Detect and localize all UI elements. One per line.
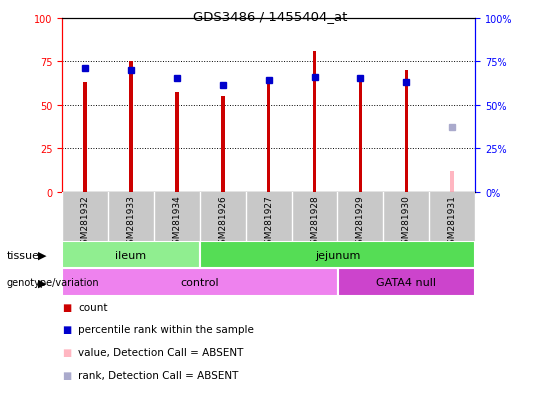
FancyBboxPatch shape — [200, 242, 475, 268]
Text: ■: ■ — [62, 370, 71, 380]
Text: ▶: ▶ — [38, 250, 46, 260]
Text: GDS3486 / 1455404_at: GDS3486 / 1455404_at — [193, 10, 347, 23]
Text: control: control — [180, 278, 219, 287]
FancyBboxPatch shape — [62, 242, 200, 268]
Text: ileum: ileum — [116, 250, 146, 260]
Text: tissue: tissue — [6, 250, 39, 260]
Bar — [129, 62, 133, 192]
Text: GSM281930: GSM281930 — [402, 195, 411, 249]
Text: percentile rank within the sample: percentile rank within the sample — [78, 325, 254, 335]
Text: ■: ■ — [62, 325, 71, 335]
Bar — [83, 83, 87, 192]
Bar — [175, 93, 179, 192]
Text: GATA4 null: GATA4 null — [376, 278, 436, 287]
Text: ■: ■ — [62, 302, 71, 312]
Text: genotype/variation: genotype/variation — [6, 278, 99, 287]
Bar — [404, 71, 408, 192]
Text: GSM281931: GSM281931 — [448, 195, 457, 249]
FancyBboxPatch shape — [62, 268, 338, 297]
FancyBboxPatch shape — [338, 268, 475, 297]
Text: GSM281932: GSM281932 — [80, 195, 90, 249]
Text: GSM281934: GSM281934 — [172, 195, 181, 249]
Text: GSM281933: GSM281933 — [126, 195, 136, 249]
Text: ■: ■ — [62, 347, 71, 357]
Text: count: count — [78, 302, 108, 312]
Text: ▶: ▶ — [38, 278, 46, 287]
Text: jejunum: jejunum — [315, 250, 360, 260]
Text: GSM281926: GSM281926 — [218, 195, 227, 249]
Text: GSM281929: GSM281929 — [356, 195, 365, 249]
Text: value, Detection Call = ABSENT: value, Detection Call = ABSENT — [78, 347, 244, 357]
Bar — [313, 52, 316, 192]
Text: rank, Detection Call = ABSENT: rank, Detection Call = ABSENT — [78, 370, 239, 380]
Text: GSM281927: GSM281927 — [264, 195, 273, 249]
Bar — [450, 171, 454, 192]
Bar — [221, 97, 225, 192]
Bar — [267, 83, 271, 192]
Text: GSM281928: GSM281928 — [310, 195, 319, 249]
Bar — [359, 83, 362, 192]
